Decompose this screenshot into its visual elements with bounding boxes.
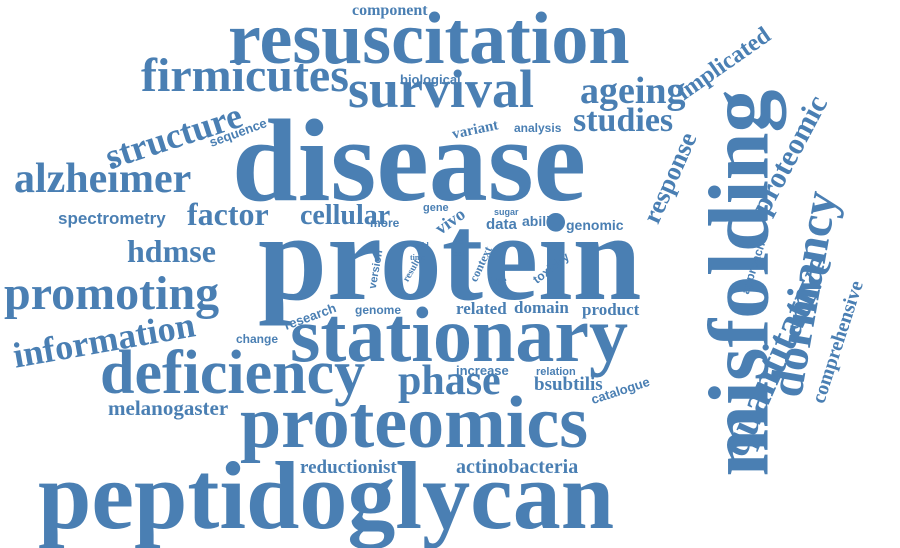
- word-biological: biological: [400, 72, 461, 87]
- word-actinobacteria: actinobacteria: [456, 456, 579, 478]
- word-related: related: [456, 299, 507, 318]
- word-gene: gene: [423, 202, 449, 214]
- word-more: more: [370, 216, 400, 230]
- word-disease: disease: [232, 95, 586, 226]
- word-spectrometry: spectrometry: [58, 209, 166, 228]
- word-change: change: [236, 332, 279, 346]
- word-tool: tool: [452, 249, 465, 258]
- word-component: component: [352, 2, 428, 19]
- word-time: time: [410, 253, 426, 262]
- word-cellular: cellular: [300, 200, 391, 231]
- word-analysis: analysis: [514, 121, 562, 135]
- word-deficiency: deficiency: [100, 339, 366, 407]
- word-alzheimer: alzheimer: [14, 156, 192, 202]
- word-type: type: [490, 275, 507, 285]
- word-domain: domain: [514, 298, 569, 317]
- word-factor: factor: [187, 196, 269, 232]
- word-ageing: ageing: [580, 70, 686, 112]
- word-stationary: stationary: [290, 291, 628, 378]
- word-genome: genome: [355, 303, 402, 317]
- word-peptidoglycan: peptidoglycan: [38, 442, 615, 548]
- word-reductionist: reductionist: [300, 457, 397, 478]
- word-cell: cell: [455, 237, 467, 246]
- word-hdmse: hdmse: [127, 233, 216, 269]
- word-data: data: [486, 216, 517, 233]
- word-phase: phase: [398, 358, 501, 404]
- word-firmicutes: firmicutes: [141, 49, 349, 102]
- word-studies: studies: [573, 102, 674, 139]
- word-increase: increase: [456, 363, 509, 378]
- word-product: product: [582, 300, 640, 319]
- word-relation: relation: [536, 366, 576, 378]
- word-wild: wild: [414, 241, 429, 250]
- word-proteomics: proteomics: [240, 382, 588, 464]
- word-bsubtilis: bsubtilis: [534, 374, 603, 395]
- word-ability: ability: [522, 213, 563, 229]
- word-melanogaster: melanogaster: [108, 396, 229, 420]
- word-resuscitation: resuscitation: [228, 0, 630, 80]
- word-sugar: sugar: [494, 207, 519, 217]
- word-promoting: promoting: [4, 267, 220, 320]
- word-protein: protein: [258, 189, 642, 326]
- word-genomic: genomic: [566, 217, 624, 233]
- word-survival: survival: [348, 59, 535, 119]
